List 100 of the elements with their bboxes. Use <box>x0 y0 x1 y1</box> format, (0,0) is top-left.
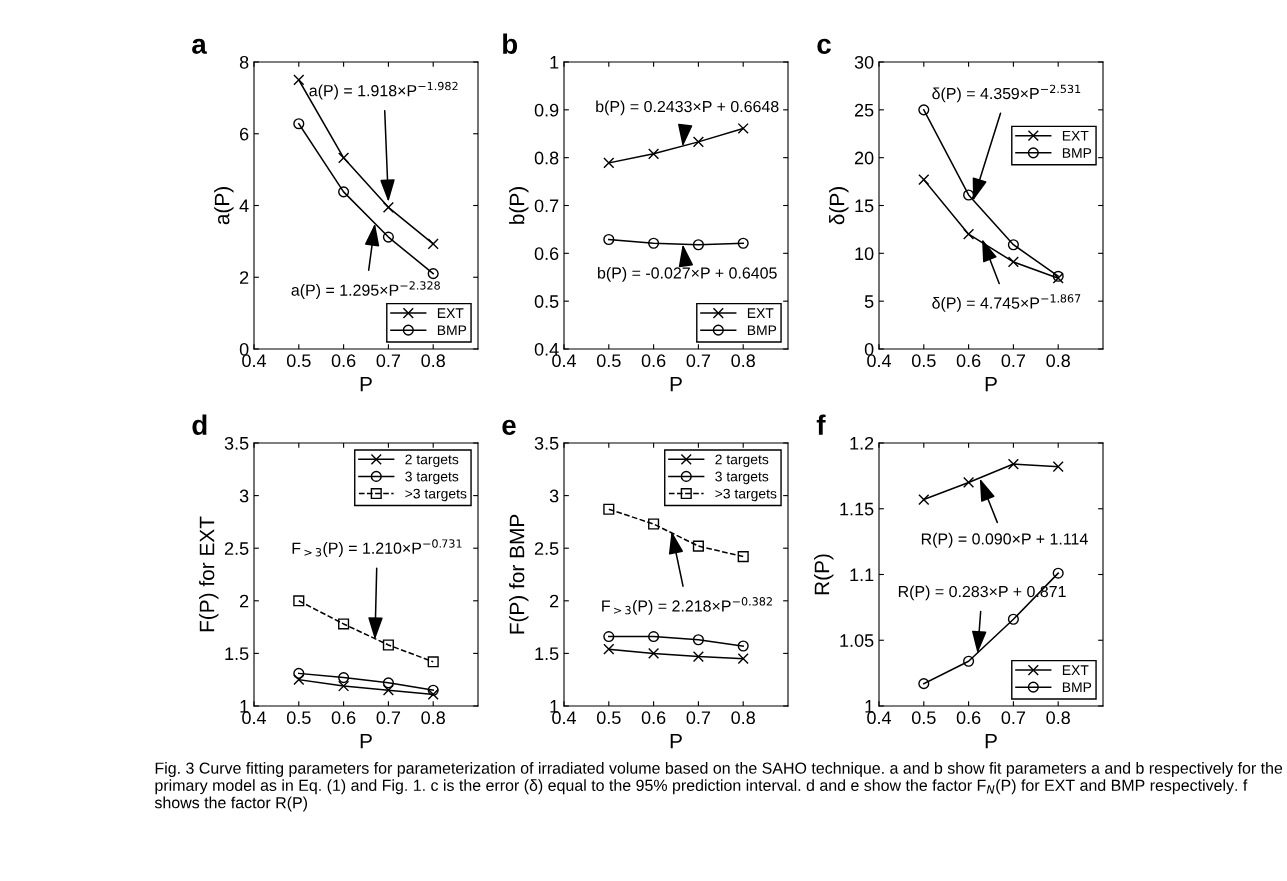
y-tick-label: 1.2 <box>850 436 874 450</box>
y-tick-label: 2.5 <box>534 542 559 555</box>
x-axis-title: P <box>360 377 372 392</box>
y-tick-label: 0.6 <box>534 247 559 261</box>
chart-title: b <box>503 33 518 54</box>
legend-label: EXT <box>1062 131 1089 141</box>
x-axis-title: P <box>360 734 372 749</box>
legend-label: BMP <box>1062 682 1092 693</box>
y-tick-label: 0.7 <box>534 199 559 213</box>
legend-label: BMP <box>437 325 467 336</box>
annotation: a(P) = 1.918×P$^{−1.982}$ <box>309 81 458 100</box>
chart-title: a <box>192 38 207 54</box>
y-tick-label: 1.5 <box>225 647 249 661</box>
x-axis-title: P <box>670 377 682 392</box>
x-axis-title: P <box>985 377 997 392</box>
annotation: R(P) = 0.090×P + 1.114 <box>921 532 1088 548</box>
y-tick-label: 0 <box>239 342 249 356</box>
y-tick-label: 1.5 <box>535 647 559 661</box>
x-tick-label: 0.8 <box>1046 711 1070 725</box>
x-axis-title: P <box>985 734 997 749</box>
x-tick-label: 0.6 <box>331 354 356 368</box>
y-axis-title: b(P) <box>509 187 529 224</box>
y-tick-label: 2 <box>240 594 249 608</box>
annotation: b(P) = -0.027×P + 0.6405 <box>598 266 777 282</box>
x-tick-label: 0.5 <box>286 711 311 725</box>
y-tick-label: 1 <box>240 700 249 713</box>
annotation: a(P) = 1.295×P$^{−2.328}$ <box>291 281 440 299</box>
legend-label: >3 targets <box>405 488 467 502</box>
y-tick-label: 4 <box>239 199 249 213</box>
y-tick-label: 1 <box>550 700 559 713</box>
x-axis-title: P <box>670 734 682 749</box>
legend-label: BMP <box>747 325 777 336</box>
x-tick-label: 0.7 <box>376 354 401 368</box>
x-tick-label: 0.5 <box>286 354 311 368</box>
x-tick-label: 0.8 <box>731 354 755 368</box>
y-axis-title: F(P) for BMP <box>509 514 529 634</box>
y-tick-label: 3.5 <box>224 436 249 450</box>
y-axis-title: R(P) <box>814 554 834 595</box>
y-tick-label: 0.5 <box>534 295 559 308</box>
legend-label: BMP <box>1062 148 1092 158</box>
y-tick-label: 10 <box>855 247 874 261</box>
y-tick-label: 2 <box>550 594 559 608</box>
y-tick-label: 2 <box>240 271 249 284</box>
chart-title: c <box>817 38 831 54</box>
x-tick-label: 0.6 <box>956 354 981 368</box>
y-tick-label: 0.4 <box>534 342 559 356</box>
annotation: F$_{>3}$(P) = 2.218×P$^{−0.382}$ <box>602 597 772 615</box>
y-tick-label: 3.5 <box>534 436 559 450</box>
legend-label: 3 targets <box>715 471 769 485</box>
legend-label: EXT <box>1062 665 1089 675</box>
x-tick-label: 0.5 <box>596 711 621 725</box>
x-tick-label: 0.7 <box>1001 354 1026 368</box>
x-tick-label: 0.6 <box>956 711 981 725</box>
y-tick-label: 30 <box>854 55 874 69</box>
annotation: δ(P) = 4.745×P$^{−1.867}$ <box>932 294 1081 312</box>
x-tick-label: 0.5 <box>596 354 621 368</box>
legend-label: 2 targets <box>715 454 769 468</box>
chart-title: d <box>192 414 207 435</box>
x-tick-label: 0.8 <box>421 354 445 368</box>
y-tick-label: 3 <box>239 489 249 503</box>
chart-title: e <box>502 419 516 435</box>
y-tick-label: 0.9 <box>534 103 559 117</box>
y-tick-label: 0.8 <box>534 151 559 165</box>
y-tick-label: 1.1 <box>850 568 874 582</box>
y-tick-label: 25 <box>854 103 874 117</box>
legend-label: 3 targets <box>405 471 459 485</box>
x-tick-label: 0.8 <box>421 711 445 725</box>
x-tick-label: 0.6 <box>331 711 356 725</box>
legend-label: EXT <box>437 308 464 318</box>
chart-title: f <box>816 414 826 435</box>
legend-label: EXT <box>747 308 774 318</box>
x-tick-label: 0.8 <box>731 711 755 725</box>
annotation: b(P) = 0.2433×P + 0.6648 <box>596 100 779 116</box>
x-tick-label: 0.7 <box>1001 711 1026 725</box>
y-tick-label: 8 <box>239 55 249 69</box>
y-tick-label: 1 <box>865 700 874 713</box>
y-tick-label: 6 <box>240 127 249 141</box>
y-tick-label: 1 <box>550 56 559 69</box>
y-tick-label: 1.05 <box>840 634 874 647</box>
y-tick-label: 20 <box>854 151 874 165</box>
y-tick-label: 15 <box>855 199 874 213</box>
x-tick-label: 0.5 <box>911 354 936 368</box>
x-tick-label: 0.5 <box>911 711 936 725</box>
y-tick-label: 1.15 <box>840 502 874 516</box>
y-tick-label: 2.5 <box>224 542 249 555</box>
x-tick-label: 0.8 <box>1046 354 1070 368</box>
legend-label: >3 targets <box>715 488 777 502</box>
y-axis-title: δ(P) <box>829 187 849 225</box>
legend-label: 2 targets <box>405 454 459 468</box>
y-tick-label: 0 <box>864 342 874 356</box>
x-tick-label: 0.7 <box>686 711 711 725</box>
annotation: δ(P) = 4.359×P$^{−2.531}$ <box>932 84 1081 103</box>
y-tick-label: 5 <box>864 295 874 308</box>
annotation: F$_{>3}$(P) = 1.210×P$^{−0.731}$ <box>292 539 462 557</box>
x-tick-label: 0.6 <box>641 711 666 725</box>
y-axis-title: F(P) for EXT <box>199 516 219 632</box>
x-tick-label: 0.7 <box>376 711 401 725</box>
x-tick-label: 0.7 <box>686 354 711 368</box>
y-axis-title: a(P) <box>214 187 234 225</box>
x-tick-label: 0.6 <box>641 354 666 368</box>
